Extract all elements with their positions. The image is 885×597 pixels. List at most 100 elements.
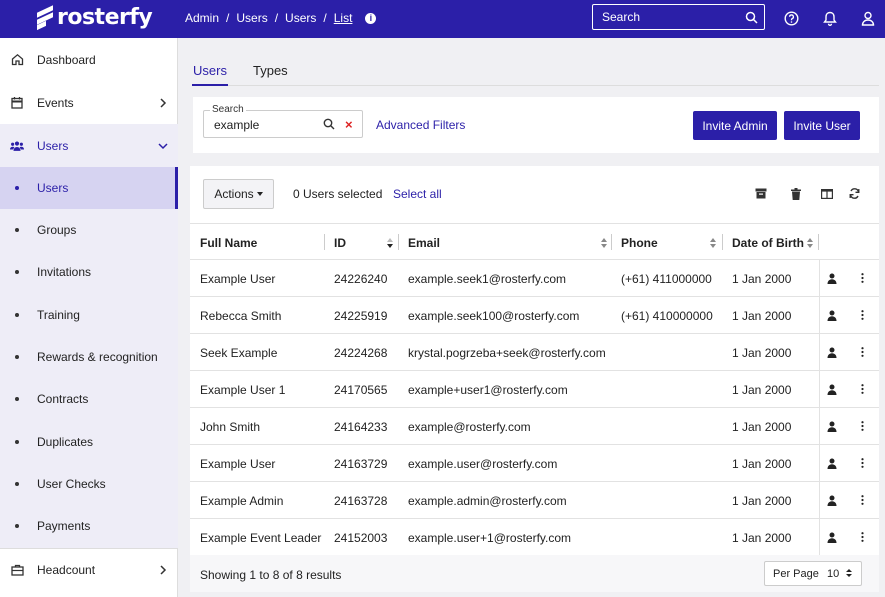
search-field[interactable]: Search × [203, 104, 363, 138]
column-header-email[interactable]: Email [408, 236, 441, 250]
advanced-filters-link[interactable]: Advanced Filters [376, 118, 466, 132]
action-column-divider [819, 371, 820, 408]
clear-icon[interactable]: × [345, 117, 353, 132]
breadcrumb-users[interactable]: Users [236, 11, 268, 25]
cell-full-name: Example User [200, 457, 276, 471]
sidebar-item-label: Events [37, 95, 74, 110]
column-header-date-of-birth[interactable]: Date of Birth [732, 236, 804, 250]
column-resize-handle[interactable] [818, 234, 819, 250]
more-options-icon[interactable] [856, 382, 868, 396]
columns-icon[interactable] [820, 187, 833, 200]
tab-users[interactable]: Users [193, 63, 227, 78]
cell-id: 24163729 [334, 457, 388, 471]
cell-full-name: Example Admin [200, 494, 284, 508]
column-header-phone[interactable]: Phone [621, 236, 658, 250]
sidebar-subitem-groups[interactable]: Groups [0, 209, 178, 251]
sidebar-subitem-invitations[interactable]: Invitations [0, 251, 178, 293]
sidebar-item-dashboard[interactable]: Dashboard [0, 38, 178, 81]
actions-dropdown[interactable]: Actions [203, 179, 274, 209]
sidebar-subitem-rewards[interactable]: Rewards & recognition [0, 336, 178, 378]
column-resize-handle[interactable] [324, 234, 325, 250]
breadcrumb: Admin / Users / Users / List i [185, 11, 377, 25]
table-row[interactable]: Example Event Leader 24152003 example.user… [190, 519, 879, 556]
sidebar-item-label: Headcount [37, 563, 96, 577]
actions-label: Actions [214, 187, 254, 201]
sidebar-subitem-contracts[interactable]: Contracts [0, 378, 178, 420]
table-row[interactable]: Example User 24163729 example.user@rosterf… [190, 445, 879, 482]
rosterfy-logo[interactable]: rosterfy [37, 4, 153, 30]
more-options-icon[interactable] [856, 271, 868, 285]
per-page-select[interactable]: Per Page 10 [764, 561, 862, 586]
table-row[interactable]: Rebecca Smith 24225919 example.seek100@ros… [190, 297, 879, 334]
sidebar-subitem-payments[interactable]: Payments [0, 505, 178, 547]
sort-desc-icon[interactable] [387, 238, 393, 248]
tab-types[interactable]: Types [253, 63, 288, 78]
search-icon[interactable] [745, 11, 758, 24]
sidebar-item-events[interactable]: Events [0, 81, 178, 124]
cell-date-of-birth: 1 Jan 2000 [732, 420, 792, 434]
more-options-icon[interactable] [856, 419, 868, 433]
breadcrumb-admin[interactable]: Admin [185, 11, 220, 25]
profile-icon[interactable] [826, 382, 838, 396]
archive-icon[interactable] [754, 187, 767, 200]
breadcrumb-list[interactable]: List [333, 11, 353, 25]
sidebar-subitem-user-checks[interactable]: User Checks [0, 463, 178, 505]
search-icon[interactable] [323, 118, 335, 130]
more-options-icon[interactable] [856, 308, 868, 322]
column-resize-handle[interactable] [398, 234, 399, 250]
invite-admin-button[interactable]: Invite Admin [693, 111, 777, 140]
invite-user-button[interactable]: Invite User [784, 111, 860, 140]
trash-icon[interactable] [789, 187, 802, 200]
select-all-link[interactable]: Select all [393, 187, 442, 201]
sort-icon[interactable] [710, 238, 716, 248]
user-icon[interactable] [860, 10, 876, 26]
bullet-icon [15, 270, 19, 274]
column-resize-handle[interactable] [611, 234, 612, 250]
cell-date-of-birth: 1 Jan 2000 [732, 531, 792, 545]
sidebar-item-users[interactable]: Users [0, 124, 178, 167]
global-search[interactable] [592, 4, 765, 30]
global-search-input[interactable] [602, 10, 732, 24]
active-tab-indicator [192, 84, 228, 86]
search-input[interactable] [214, 118, 314, 132]
bullet-icon [15, 355, 19, 359]
table-row[interactable]: Example Admin 24163728 example.admin@roste… [190, 482, 879, 519]
profile-icon[interactable] [826, 345, 838, 359]
sort-icon[interactable] [807, 238, 813, 248]
profile-icon[interactable] [826, 456, 838, 470]
help-icon[interactable] [783, 10, 799, 26]
table-row[interactable]: Example User 1 24170565 example+user1@rost… [190, 371, 879, 408]
bell-icon[interactable] [822, 10, 838, 26]
more-options-icon[interactable] [856, 530, 868, 544]
sidebar-item-label: Dashboard [37, 52, 96, 67]
table-row[interactable]: Example User 24226240 example.seek1@roster… [190, 260, 879, 297]
info-icon[interactable]: i [365, 12, 377, 24]
bullet-icon [15, 228, 19, 232]
bullet-icon [15, 524, 19, 528]
sidebar-subitem-duplicates[interactable]: Duplicates [0, 421, 178, 463]
profile-icon[interactable] [826, 419, 838, 433]
sort-icon[interactable] [601, 238, 607, 248]
cell-date-of-birth: 1 Jan 2000 [732, 494, 792, 508]
profile-icon[interactable] [826, 530, 838, 544]
sidebar-subitem-users[interactable]: Users [0, 167, 178, 209]
bullet-icon [15, 482, 19, 486]
table-row[interactable]: Seek Example 24224268 krystal.pogrzeba+see… [190, 334, 879, 371]
sidebar-item-headcount[interactable]: Headcount [0, 548, 178, 591]
sidebar-subitem-training[interactable]: Training [0, 294, 178, 336]
breadcrumb-users-2[interactable]: Users [285, 11, 317, 25]
profile-icon[interactable] [826, 271, 838, 285]
column-header-full-name[interactable]: Full Name [200, 236, 258, 250]
more-options-icon[interactable] [856, 456, 868, 470]
cell-id: 24226240 [334, 272, 388, 286]
sidebar-subitem-label: Duplicates [37, 435, 94, 449]
column-resize-handle[interactable] [722, 234, 723, 250]
more-options-icon[interactable] [856, 345, 868, 359]
profile-icon[interactable] [826, 493, 838, 507]
column-header-id[interactable]: ID [334, 236, 346, 250]
profile-icon[interactable] [826, 308, 838, 322]
refresh-icon[interactable] [848, 187, 861, 200]
more-options-icon[interactable] [856, 493, 868, 507]
sidebar-subitem-label: Invitations [37, 265, 92, 279]
table-row[interactable]: John Smith 24164233 example@rosterfy.com 1 … [190, 408, 879, 445]
